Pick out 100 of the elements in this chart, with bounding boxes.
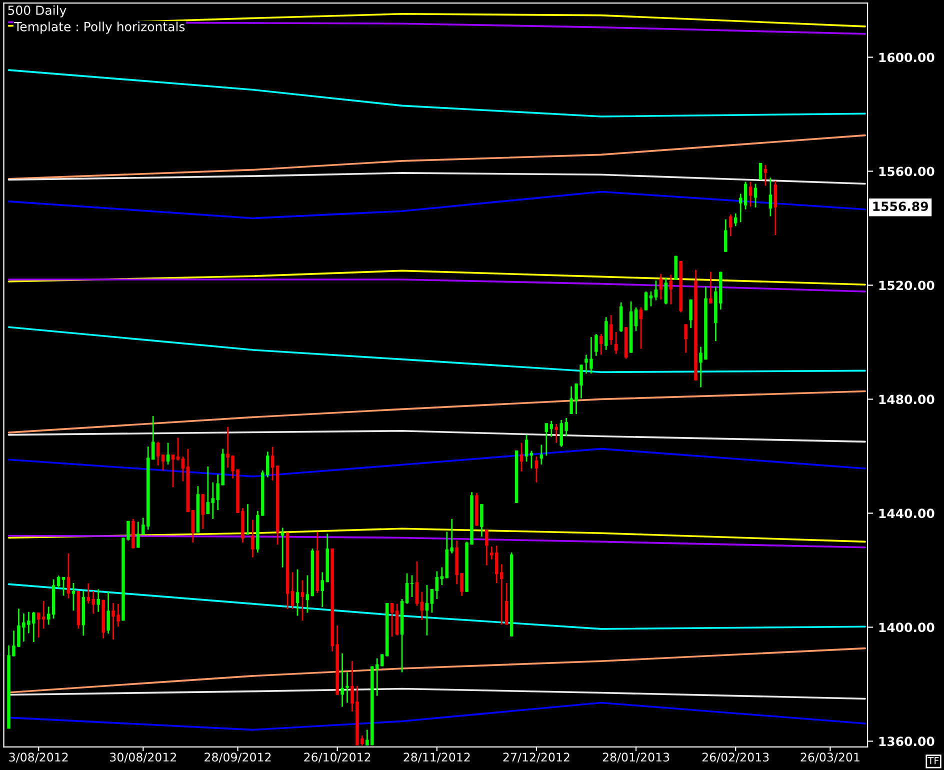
candlestick: [340, 652, 344, 708]
candlestick: [306, 574, 310, 614]
candlestick: [520, 442, 524, 472]
candlestick: [709, 271, 712, 304]
candlestick: [346, 672, 349, 704]
candlestick: [320, 572, 324, 608]
candlestick: [270, 446, 274, 482]
x-tick-label: 28/01/2013: [602, 752, 670, 763]
candlestick: [659, 273, 663, 300]
candlestick: [485, 529, 488, 566]
candlestick: [480, 503, 484, 538]
candlestick: [106, 591, 110, 634]
candlestick: [764, 164, 768, 186]
candlestick: [206, 466, 210, 515]
y-tick-label: 1440.00: [879, 508, 934, 518]
candlestick: [504, 582, 508, 626]
candlestick: [689, 298, 692, 329]
candlestick: [550, 420, 554, 438]
candlestick: [66, 552, 70, 600]
line-series: [8, 688, 866, 700]
candlestick: [191, 509, 195, 544]
y-tick-label: 1480.00: [879, 394, 934, 404]
candlestick: [395, 603, 399, 636]
x-tick-label: 28/09/2012: [204, 752, 271, 763]
candlestick: [614, 331, 618, 355]
candlestick: [86, 582, 90, 604]
candlestick: [410, 574, 414, 598]
candlestick: [594, 333, 598, 357]
candlestick: [96, 588, 100, 613]
candlestick: [290, 572, 294, 610]
line-series: [8, 647, 866, 694]
candlestick: [669, 274, 673, 306]
x-tick-label: 28/11/2012: [404, 752, 470, 763]
candlestick: [181, 456, 185, 482]
candlestick: [251, 519, 254, 558]
text: TF: [928, 757, 939, 764]
candlestick: [430, 588, 434, 614]
candlestick: [524, 434, 528, 462]
candlestick: [649, 290, 653, 308]
y-tick-label: 1400.00: [879, 622, 934, 632]
candlestick: [161, 454, 165, 472]
candlestick: [738, 193, 742, 223]
candlestick: [540, 444, 544, 466]
candlestick: [405, 572, 409, 605]
candlestick: [425, 584, 429, 636]
text: Template : Polly horizontals: [14, 22, 185, 34]
candlestick: [544, 422, 548, 456]
candlestick: [634, 306, 638, 332]
line-series: [8, 583, 866, 630]
candlestick: [664, 277, 668, 306]
line-series: [8, 172, 866, 185]
candlestick: [600, 333, 603, 356]
candlestick: [639, 306, 643, 350]
candlestick: [729, 214, 732, 237]
line-series: [8, 190, 866, 220]
candlestick: [56, 574, 60, 589]
candlestick: [774, 180, 778, 236]
line-series: [8, 134, 866, 180]
candlestick: [654, 280, 658, 302]
candlestick: [62, 576, 66, 596]
candlestick: [300, 579, 304, 622]
candlestick: [166, 442, 170, 466]
text: 1556.89: [873, 202, 928, 212]
candlestick: [201, 493, 205, 530]
y-tick-label: 1560.00: [879, 166, 934, 176]
candlestick: [748, 181, 752, 208]
candlestick: [610, 314, 613, 346]
line-series: [8, 270, 866, 286]
candlestick: [42, 600, 46, 630]
chart-title: 500 Daily: [8, 5, 66, 18]
x-tick-label: 26/03/201: [800, 752, 860, 763]
line-series: [8, 702, 866, 731]
candlestick: [415, 560, 419, 607]
line-series: [8, 528, 866, 543]
candlestick: [171, 454, 175, 488]
candlestick: [744, 181, 748, 210]
candlestick: [684, 324, 688, 354]
candlestick: [734, 212, 738, 227]
candlestick: [758, 162, 762, 180]
x-tick-label: 27/12/2012: [503, 752, 570, 763]
candlestick: [435, 570, 439, 600]
candlestick: [534, 456, 538, 484]
y-tick-label: 1600.00: [879, 52, 934, 62]
candlestick: [37, 612, 40, 638]
x-tick-label: 26/02/2013: [702, 752, 769, 763]
candlestick: [246, 503, 250, 536]
candlestick: [296, 568, 300, 616]
line-series: [8, 430, 866, 443]
candlestick: [390, 602, 394, 638]
x-tick-label: 3/08/2012: [9, 752, 68, 763]
y-tick-label: 1360.00: [879, 736, 934, 746]
line-series: [8, 448, 866, 478]
candlestick: [72, 582, 76, 612]
line-series: [8, 69, 866, 118]
candlestick: [644, 290, 648, 311]
x-tick-label: 26/10/2012: [304, 752, 370, 763]
x-tick-label: 30/08/2012: [110, 752, 176, 763]
line-series: [8, 390, 866, 434]
line-series: [8, 326, 866, 374]
candlestick: [724, 218, 728, 253]
